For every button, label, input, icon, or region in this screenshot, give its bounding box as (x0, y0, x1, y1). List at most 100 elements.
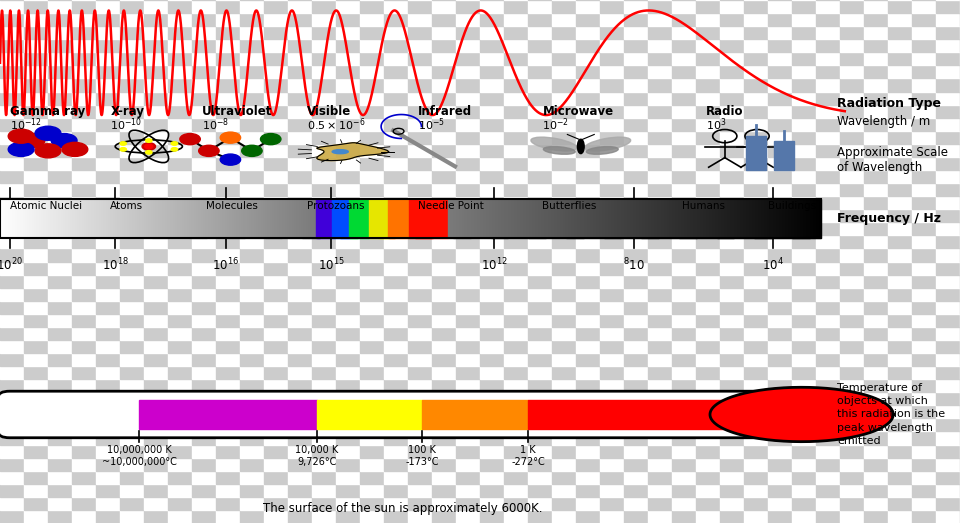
Bar (48, 144, 72, 157)
Bar (744, 13, 768, 26)
Bar (451, 199, 452, 238)
Bar (648, 366, 672, 379)
Bar (720, 183, 744, 196)
Bar (696, 262, 720, 275)
Bar (210, 199, 212, 238)
Bar (168, 379, 192, 392)
Bar (177, 199, 179, 238)
Bar (192, 379, 216, 392)
Bar (816, 131, 840, 144)
Bar (840, 431, 864, 445)
Bar (360, 301, 384, 314)
Bar (48, 510, 72, 523)
Bar (768, 379, 792, 392)
Bar (240, 26, 264, 39)
Bar (622, 199, 624, 238)
Bar (48, 458, 72, 471)
Bar (528, 65, 552, 78)
Bar (9, 199, 10, 238)
Bar (408, 275, 432, 288)
Bar (283, 199, 285, 238)
Bar (24, 392, 48, 405)
Bar (159, 199, 160, 238)
Bar (432, 497, 456, 510)
Bar (38, 199, 39, 238)
Bar (936, 196, 960, 209)
Bar (576, 366, 600, 379)
Bar (407, 199, 408, 238)
Bar (172, 199, 173, 238)
Bar (792, 78, 816, 92)
Bar (767, 199, 769, 238)
Bar (192, 235, 216, 248)
Bar (192, 445, 216, 458)
Bar (192, 458, 216, 471)
Bar (456, 0, 480, 13)
Bar (480, 418, 504, 431)
Bar (816, 183, 840, 196)
Bar (864, 510, 888, 523)
Bar (456, 471, 480, 484)
Bar (432, 92, 456, 105)
Bar (120, 39, 144, 52)
Bar (199, 199, 200, 238)
Bar (408, 209, 432, 222)
Bar (696, 144, 720, 157)
Bar (589, 199, 591, 238)
Bar (744, 471, 768, 484)
Bar (288, 196, 312, 209)
Bar (888, 262, 912, 275)
Bar (696, 471, 720, 484)
Bar (864, 431, 888, 445)
Bar (24, 209, 48, 222)
Bar (768, 196, 792, 209)
Bar (312, 405, 336, 418)
Bar (672, 209, 696, 222)
Bar (600, 183, 624, 196)
Bar (912, 353, 936, 366)
Bar (408, 248, 432, 262)
Bar (792, 301, 816, 314)
Bar (240, 471, 264, 484)
Bar (456, 497, 480, 510)
Bar (72, 379, 96, 392)
Bar (432, 405, 456, 418)
Circle shape (171, 147, 178, 151)
Bar (192, 497, 216, 510)
Bar (734, 199, 736, 238)
Bar (96, 314, 120, 327)
Bar (288, 52, 312, 65)
Bar (912, 222, 936, 235)
Bar (888, 418, 912, 431)
Bar (599, 199, 600, 238)
Bar (408, 170, 432, 183)
Text: $10^{-2}$: $10^{-2}$ (542, 117, 569, 133)
Bar (72, 405, 96, 418)
Bar (768, 78, 792, 92)
Bar (663, 199, 665, 238)
Bar (523, 199, 524, 238)
Bar (446, 199, 448, 238)
Bar (467, 199, 468, 238)
Bar (165, 199, 167, 238)
Bar (480, 275, 504, 288)
Bar (600, 497, 624, 510)
Circle shape (145, 144, 153, 149)
Bar (528, 92, 552, 105)
Bar (255, 199, 257, 238)
Bar (744, 196, 768, 209)
Bar (90, 199, 92, 238)
Bar (288, 0, 312, 13)
Bar (816, 275, 840, 288)
Bar (428, 199, 430, 238)
Bar (24, 301, 48, 314)
Bar (576, 497, 600, 510)
Bar (766, 199, 768, 238)
Bar (0, 183, 24, 196)
Bar (96, 327, 120, 340)
Bar (158, 199, 159, 238)
Bar (408, 510, 432, 523)
Bar (288, 314, 312, 327)
Bar (528, 471, 552, 484)
Bar (480, 157, 504, 170)
